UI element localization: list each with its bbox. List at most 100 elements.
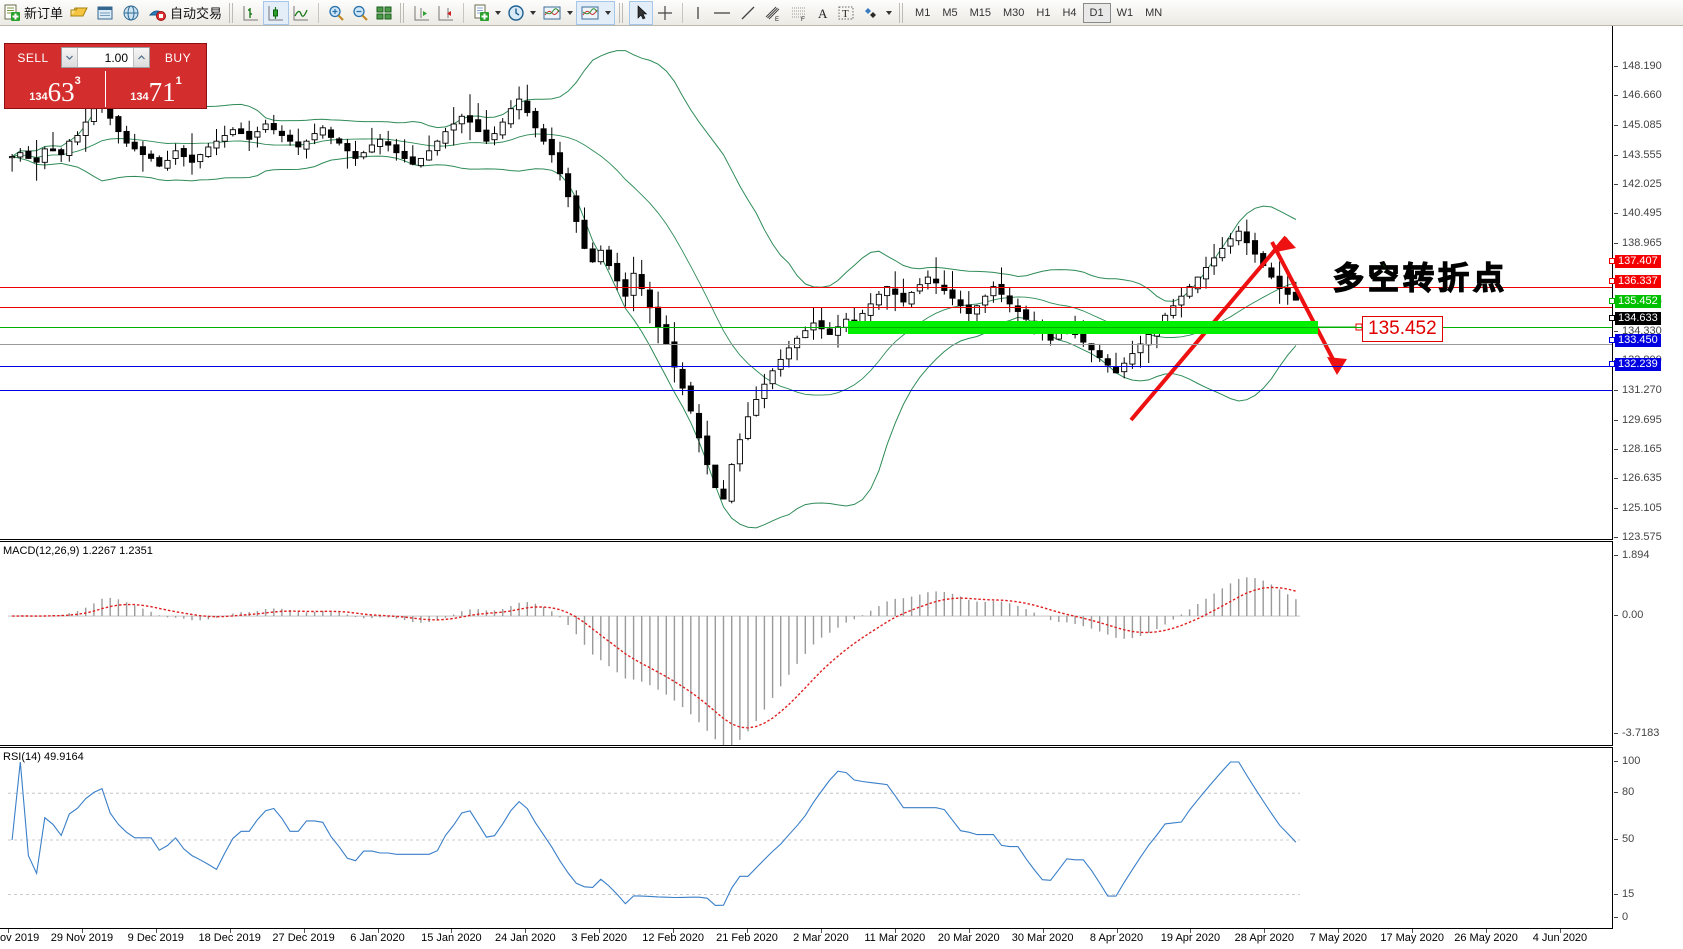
- price-level-chip[interactable]: 135.452: [1615, 295, 1661, 308]
- timeframe-mn[interactable]: MN: [1145, 6, 1163, 19]
- candle-body: [1243, 231, 1250, 244]
- timeframe-m5[interactable]: M5: [942, 6, 958, 19]
- fibonacci-button[interactable]: F: [786, 1, 812, 25]
- timeframe-m15[interactable]: M15: [969, 6, 991, 19]
- cursor-tool-button[interactable]: [629, 0, 654, 25]
- rsi-axis-tick: 15: [1613, 888, 1683, 900]
- text-tool-button[interactable]: A: [812, 1, 834, 25]
- price-level-chip[interactable]: 136.337: [1615, 275, 1661, 288]
- timeframe-w1[interactable]: W1: [1116, 6, 1134, 19]
- turning-point-annotation[interactable]: 多空转折点: [1332, 261, 1508, 297]
- price-level-chip[interactable]: 133.450: [1615, 334, 1661, 347]
- price-label-box[interactable]: 135.452: [1362, 316, 1443, 342]
- price-axis[interactable]: 148.190 146.660 145.085 143.555 142.025 140.4…: [1609, 26, 1683, 543]
- channel-icon: E: [765, 6, 780, 22]
- level-line-137407[interactable]: [0, 287, 1612, 288]
- level-line-132239[interactable]: [0, 390, 1612, 391]
- volume-value[interactable]: 1.00: [104, 50, 128, 65]
- candle-body: [834, 326, 842, 336]
- price-level-handle[interactable]: [1609, 361, 1615, 367]
- volume-decrement-button[interactable]: [62, 48, 78, 67]
- periodicity-dropdown-caret[interactable]: [530, 10, 537, 15]
- toolbar-grip-4[interactable]: [899, 2, 906, 23]
- date-axis[interactable]: 20 Nov 2019 29 Nov 2019 9 Dec 2019 18 Dec 2…: [0, 929, 1683, 949]
- volume-increment-button[interactable]: [133, 48, 149, 67]
- buy-quote[interactable]: 134 71 1: [105, 71, 206, 107]
- timeframe-h4[interactable]: H4: [1062, 6, 1077, 19]
- templates-dropdown-caret[interactable]: [567, 10, 574, 15]
- terminal-button[interactable]: [92, 1, 118, 25]
- rsi-axis[interactable]: 100 80 50 15 0: [1612, 747, 1683, 929]
- one-click-trading-panel[interactable]: SELL 1.00 BUY 134 63 3: [4, 43, 207, 109]
- toolbar-grip-1[interactable]: [229, 2, 236, 23]
- level-line-133450[interactable]: [0, 366, 1612, 367]
- date-axis-tick: [303, 929, 305, 933]
- bar-chart-button[interactable]: [239, 1, 263, 25]
- volume-input[interactable]: 1.00: [61, 47, 150, 68]
- rsi-pane[interactable]: RSI(14) 49.9164: [0, 747, 1612, 929]
- new-order-button[interactable]: 新订单: [0, 1, 66, 25]
- candle-body: [417, 157, 424, 167]
- crosshair-tool-button[interactable]: [653, 1, 677, 25]
- date-axis-tick: [1559, 929, 1561, 933]
- date-axis-label: 11 Mar 2020: [864, 932, 926, 944]
- shapes-button[interactable]: [858, 1, 895, 25]
- candle-body: [769, 370, 776, 385]
- level-line-135452[interactable]: [0, 327, 1612, 328]
- chart-shift-button[interactable]: [410, 1, 434, 25]
- template-active-caret[interactable]: [605, 10, 612, 15]
- equidistant-channel-button[interactable]: E: [760, 1, 786, 25]
- macd-axis[interactable]: 1.894 0.00 -3.7183: [1612, 541, 1683, 746]
- price-level-handle[interactable]: [1609, 278, 1615, 284]
- periodicity-button[interactable]: [504, 1, 539, 25]
- timeframe-m30[interactable]: M30: [1003, 6, 1025, 19]
- macd-pane[interactable]: MACD(12,26,9) 1.2267 1.2351: [0, 541, 1612, 746]
- templates-active-button[interactable]: [576, 0, 616, 25]
- auto-trading-button[interactable]: 自动交易: [144, 1, 225, 25]
- line-chart-button[interactable]: [289, 1, 313, 25]
- candlestick-chart-button[interactable]: [263, 0, 290, 25]
- price-level-handle[interactable]: [1609, 258, 1615, 264]
- candle-body: [41, 148, 48, 163]
- expert-advisor-button[interactable]: [66, 1, 92, 25]
- shapes-dropdown-caret[interactable]: [886, 10, 893, 15]
- timeframe-h1[interactable]: H1: [1036, 6, 1051, 19]
- candle-body: [1129, 353, 1136, 365]
- candle-body: [49, 148, 57, 152]
- price-level-handle[interactable]: [1609, 337, 1615, 343]
- price-level-chip[interactable]: 137.407: [1615, 255, 1661, 268]
- add-indicator-button[interactable]: [469, 1, 504, 25]
- price-level-handle[interactable]: [1609, 315, 1615, 321]
- candle-body: [1194, 276, 1201, 290]
- market-watch-button[interactable]: [118, 1, 144, 25]
- candle-body: [434, 140, 441, 152]
- level-line-134633[interactable]: [0, 344, 1612, 345]
- trendline-button[interactable]: [736, 1, 760, 25]
- candle-body: [238, 128, 245, 135]
- templates-button[interactable]: [539, 1, 576, 25]
- price-level-chip[interactable]: 134.633: [1615, 312, 1661, 325]
- toolbar-grip-2[interactable]: [400, 2, 407, 23]
- candle-body: [148, 153, 155, 159]
- tile-windows-button[interactable]: [372, 1, 396, 25]
- price-level-handle[interactable]: [1609, 298, 1615, 304]
- price-level-chip[interactable]: 132.239: [1615, 358, 1661, 371]
- sell-button[interactable]: SELL: [8, 47, 58, 68]
- toolbar-grip-3[interactable]: [619, 2, 626, 23]
- candle-body: [115, 116, 122, 133]
- level-line-136337[interactable]: [0, 307, 1612, 308]
- date-axis-tick: [1042, 929, 1044, 933]
- sell-quote[interactable]: 134 63 3: [5, 71, 105, 107]
- text-label-button[interactable]: T: [834, 1, 858, 25]
- auto-scroll-button[interactable]: [434, 1, 458, 25]
- zoom-out-button[interactable]: [348, 1, 372, 25]
- timeframe-d1[interactable]: D1: [1082, 2, 1111, 23]
- indicator-dropdown-caret[interactable]: [495, 10, 502, 15]
- timeframe-m1[interactable]: M1: [915, 6, 931, 19]
- zoom-in-button[interactable]: [324, 1, 348, 25]
- price-chart-pane[interactable]: 多空转折点 135.452: [0, 26, 1612, 540]
- vertical-line-button[interactable]: [688, 1, 708, 25]
- buy-button[interactable]: BUY: [153, 47, 203, 68]
- horizontal-line-button[interactable]: [708, 1, 736, 25]
- candle-body: [401, 150, 408, 159]
